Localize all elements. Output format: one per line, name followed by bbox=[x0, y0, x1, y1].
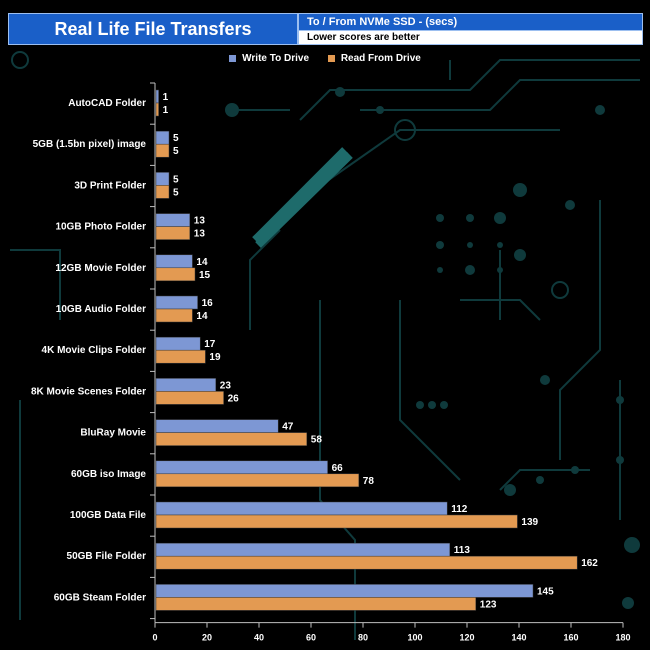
chart-title: Real Life File Transfers bbox=[8, 13, 298, 45]
data-label-write: 16 bbox=[202, 298, 214, 309]
x-tick-label: 100 bbox=[407, 633, 422, 643]
data-label-read: 58 bbox=[311, 435, 323, 446]
category-label: 60GB Steam Folder bbox=[54, 592, 146, 603]
chart-subtitle: To / From NVMe SSD - (secs) bbox=[298, 13, 643, 30]
bar-write bbox=[155, 130, 170, 145]
legend-swatch-write bbox=[229, 54, 237, 62]
bar-read bbox=[155, 267, 196, 282]
data-label-write: 5 bbox=[173, 133, 179, 144]
bar-read bbox=[155, 185, 170, 199]
bar-write bbox=[155, 213, 191, 227]
data-label-write: 5 bbox=[173, 174, 179, 185]
bar-read bbox=[155, 349, 206, 364]
bar-write bbox=[155, 542, 451, 557]
bar-read bbox=[155, 597, 477, 611]
bar-read bbox=[155, 308, 193, 323]
data-label-read: 1 bbox=[163, 105, 169, 116]
legend-item-read: Read From Drive bbox=[327, 53, 421, 64]
data-label-write: 1 bbox=[163, 92, 169, 103]
data-label-read: 14 bbox=[196, 311, 208, 322]
bar-write bbox=[155, 89, 159, 104]
data-label-write: 47 bbox=[282, 422, 294, 433]
data-label-read: 5 bbox=[173, 146, 179, 157]
x-tick-label: 20 bbox=[202, 633, 212, 643]
legend-swatch-read bbox=[327, 54, 335, 62]
bar-read bbox=[155, 391, 224, 405]
x-tick-label: 0 bbox=[152, 633, 157, 643]
bar-write bbox=[155, 584, 534, 598]
category-label: 4K Movie Clips Folder bbox=[42, 345, 147, 356]
x-tick-label: 140 bbox=[511, 633, 526, 643]
category-label: 60GB iso Image bbox=[71, 469, 146, 480]
data-label-write: 23 bbox=[220, 380, 232, 391]
data-label-read: 26 bbox=[228, 393, 240, 404]
data-label-read: 15 bbox=[199, 270, 211, 281]
legend: Write To Drive Read From Drive bbox=[0, 53, 650, 64]
data-label-write: 17 bbox=[204, 339, 216, 350]
legend-item-write: Write To Drive bbox=[229, 53, 309, 64]
category-label: 50GB File Folder bbox=[67, 551, 147, 562]
bar-write bbox=[155, 172, 170, 186]
bar-write bbox=[155, 254, 193, 269]
data-label-write: 112 bbox=[451, 504, 468, 515]
category-label: 100GB Data File bbox=[70, 510, 147, 521]
data-label-write: 113 bbox=[454, 545, 471, 556]
subtitle-panel: To / From NVMe SSD - (secs) Lower scores… bbox=[298, 13, 643, 45]
data-label-write: 13 bbox=[194, 216, 206, 227]
x-tick-label: 160 bbox=[563, 633, 578, 643]
data-label-read: 162 bbox=[581, 558, 598, 569]
data-label-read: 5 bbox=[173, 187, 179, 198]
data-label-write: 14 bbox=[196, 257, 208, 268]
category-label: 12GB Movie Folder bbox=[55, 263, 146, 274]
category-label: 10GB Audio Folder bbox=[56, 304, 146, 315]
chart-note: Lower scores are better bbox=[298, 30, 643, 45]
bar-write bbox=[155, 460, 328, 475]
data-label-read: 123 bbox=[480, 599, 497, 610]
data-label-read: 139 bbox=[521, 517, 538, 528]
category-label: 5GB (1.5bn pixel) image bbox=[33, 139, 147, 150]
category-label: 8K Movie Scenes Folder bbox=[31, 386, 146, 397]
category-label: AutoCAD Folder bbox=[68, 98, 146, 109]
bar-write bbox=[155, 336, 201, 351]
bar-read bbox=[155, 102, 159, 117]
bar-write bbox=[155, 378, 217, 392]
category-label: 3D Print Folder bbox=[74, 180, 146, 191]
data-label-read: 19 bbox=[209, 352, 221, 363]
x-tick-label: 80 bbox=[358, 633, 368, 643]
category-label: 10GB Photo Folder bbox=[55, 222, 146, 233]
data-label-write: 145 bbox=[537, 586, 554, 597]
bar-write bbox=[155, 295, 198, 310]
data-label-read: 78 bbox=[363, 476, 375, 487]
category-label: BluRay Movie bbox=[80, 428, 146, 439]
bar-read bbox=[155, 143, 170, 158]
data-label-write: 66 bbox=[332, 463, 344, 474]
bar-read bbox=[155, 555, 578, 570]
x-tick-label: 40 bbox=[254, 633, 264, 643]
bar-write bbox=[155, 501, 448, 516]
bar-read bbox=[155, 473, 360, 488]
legend-label-read: Read From Drive bbox=[340, 53, 421, 64]
x-tick-label: 60 bbox=[306, 633, 316, 643]
legend-label-write: Write To Drive bbox=[242, 53, 310, 64]
bar-read bbox=[155, 226, 191, 240]
bar-write bbox=[155, 419, 279, 433]
x-tick-label: 180 bbox=[615, 633, 630, 643]
x-tick-label: 120 bbox=[459, 633, 474, 643]
bar-read bbox=[155, 514, 518, 529]
data-label-read: 13 bbox=[194, 229, 206, 240]
bar-read bbox=[155, 432, 308, 446]
